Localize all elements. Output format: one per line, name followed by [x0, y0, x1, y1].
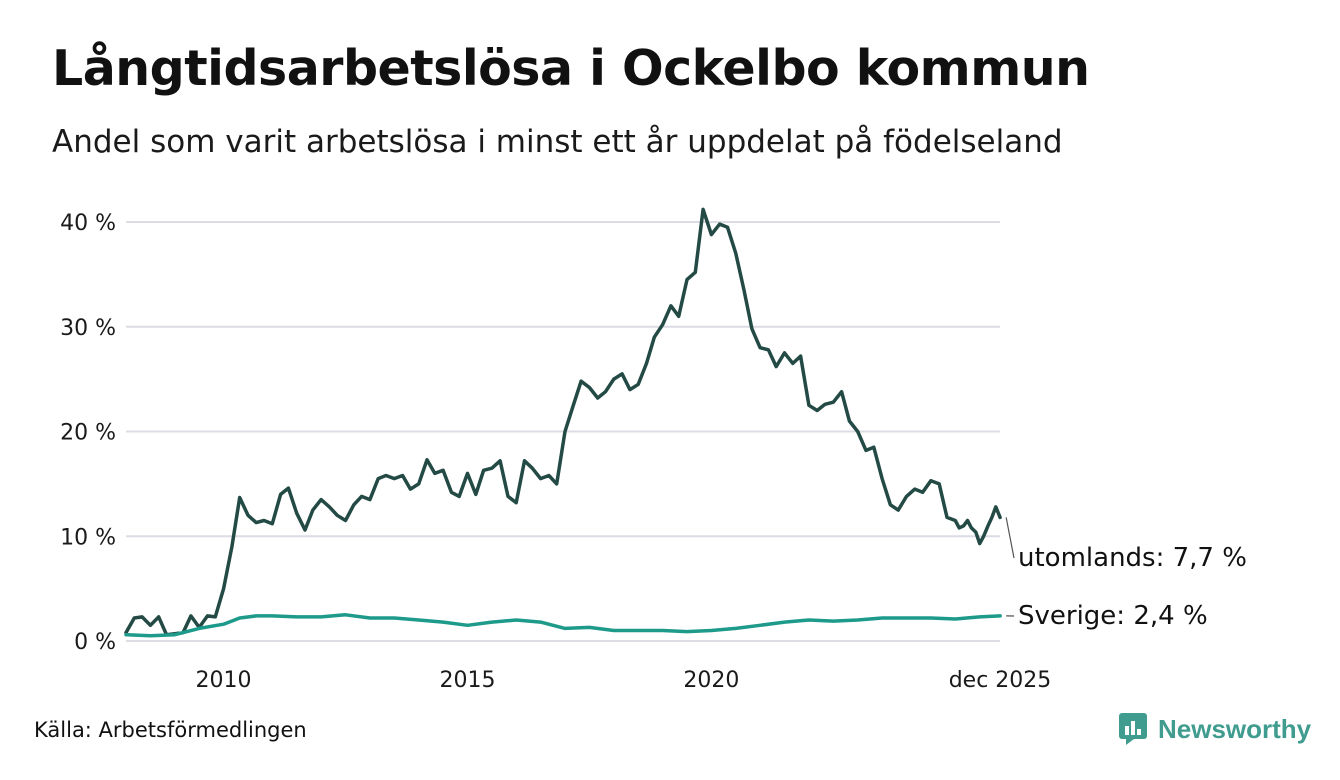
x-axis-ticks: 2010 2015 2020 dec 2025 — [196, 668, 1052, 693]
x-tick-label: dec 2025 — [949, 668, 1052, 693]
y-tick-label: 0 % — [74, 630, 116, 655]
x-tick-label: 2010 — [196, 668, 252, 693]
y-axis-ticks: 0 % 10 % 20 % 30 % 40 % — [60, 211, 116, 655]
source-note: Källa: Arbetsförmedlingen — [34, 718, 307, 742]
y-tick-label: 30 % — [60, 316, 116, 341]
grid-lines — [126, 221, 1000, 642]
y-tick-label: 10 % — [60, 525, 116, 550]
chart-subtitle: Andel som varit arbetslösa i minst ett å… — [52, 124, 1063, 160]
y-tick-label: 20 % — [60, 421, 116, 446]
series-lines — [124, 207, 1002, 638]
newsworthy-icon — [1119, 713, 1147, 745]
chart-title: Långtidsarbetslösa i Ockelbo kommun — [52, 40, 1090, 97]
x-tick-label: 2020 — [683, 668, 739, 693]
series-label-connector — [1005, 517, 1015, 559]
series-end-label-utomlands: utomlands: 7,7 % — [1018, 543, 1247, 573]
brand-name: Newsworthy — [1158, 713, 1312, 744]
series-end-label-sverige: Sverige: 2,4 % — [1018, 601, 1208, 631]
series-end-labels: utomlands: 7,7 % Sverige: 2,4 % — [1005, 517, 1247, 631]
series-line-utomlands — [124, 207, 1002, 637]
x-tick-label: 2015 — [439, 668, 495, 693]
series-line-sverige — [124, 613, 1002, 638]
newsworthy-logo: Newsworthy — [1118, 712, 1311, 746]
y-tick-label: 40 % — [60, 211, 116, 236]
